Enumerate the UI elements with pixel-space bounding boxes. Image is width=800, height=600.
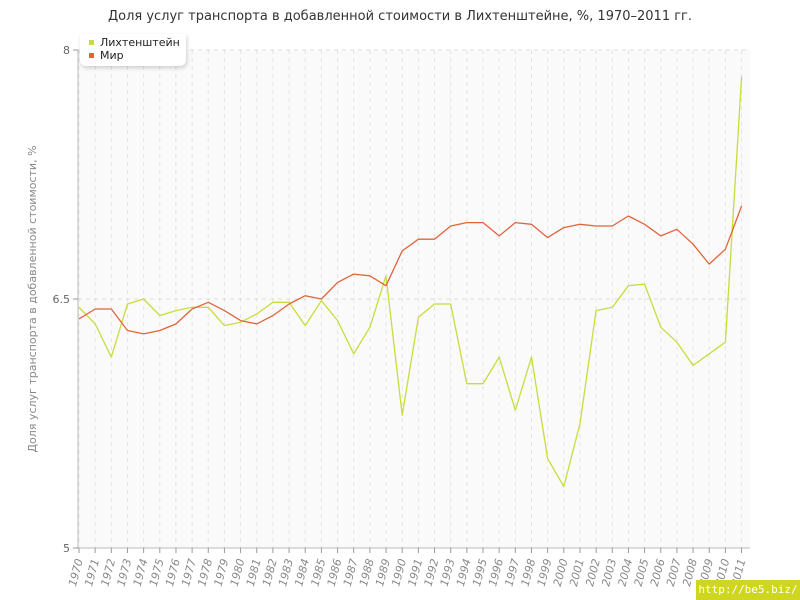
legend-label-liechtenstein: Лихтенштейн bbox=[100, 36, 180, 49]
legend-swatch-liechtenstein bbox=[89, 39, 94, 45]
legend-label-world: Мир bbox=[100, 49, 124, 62]
legend-item-world[interactable]: Мир bbox=[89, 49, 124, 63]
series-line-0 bbox=[78, 76, 743, 488]
grid-layer bbox=[78, 49, 750, 549]
y-tick-label: 6.5 bbox=[53, 293, 71, 306]
y-tick-label: 5 bbox=[63, 542, 70, 555]
legend-swatch-world bbox=[89, 52, 94, 58]
series-line-1 bbox=[78, 205, 743, 335]
chart-title: Доля услуг транспорта в добавленной стои… bbox=[107, 9, 693, 24]
watermark-link[interactable]: http://be5.biz/ bbox=[696, 580, 800, 600]
legend-item-liechtenstein[interactable]: Лихтенштейн bbox=[89, 36, 180, 50]
y-axis-title: Доля услуг транспорта в добавленной стои… bbox=[26, 145, 39, 452]
y-tick-label: 8 bbox=[63, 44, 70, 57]
legend: Лихтенштейн Мир bbox=[80, 34, 186, 66]
series-layer bbox=[78, 76, 743, 488]
axis-layer bbox=[73, 49, 750, 553]
